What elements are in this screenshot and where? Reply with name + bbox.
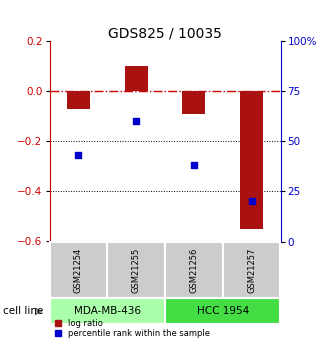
- Bar: [240, 91, 263, 229]
- Point: [133, 119, 139, 124]
- Bar: [107, 241, 165, 298]
- Bar: [67, 91, 90, 109]
- Legend: log ratio, percentile rank within the sample: log ratio, percentile rank within the sa…: [54, 318, 211, 339]
- Bar: [125, 66, 148, 91]
- Text: GSM21255: GSM21255: [132, 247, 141, 293]
- Bar: [165, 241, 223, 298]
- Bar: [50, 298, 165, 324]
- Text: MDA-MB-436: MDA-MB-436: [74, 306, 141, 316]
- Bar: [223, 241, 280, 298]
- Text: GSM21254: GSM21254: [74, 247, 83, 293]
- Bar: [165, 298, 280, 324]
- Point: [249, 199, 254, 204]
- Point: [76, 153, 81, 158]
- Text: cell line: cell line: [3, 306, 44, 316]
- Text: HCC 1954: HCC 1954: [197, 306, 249, 316]
- Bar: [182, 91, 205, 114]
- Text: GSM21257: GSM21257: [247, 247, 256, 293]
- Bar: [50, 241, 107, 298]
- Point: [191, 163, 197, 168]
- Text: GSM21256: GSM21256: [189, 247, 198, 293]
- Title: GDS825 / 10035: GDS825 / 10035: [108, 26, 222, 40]
